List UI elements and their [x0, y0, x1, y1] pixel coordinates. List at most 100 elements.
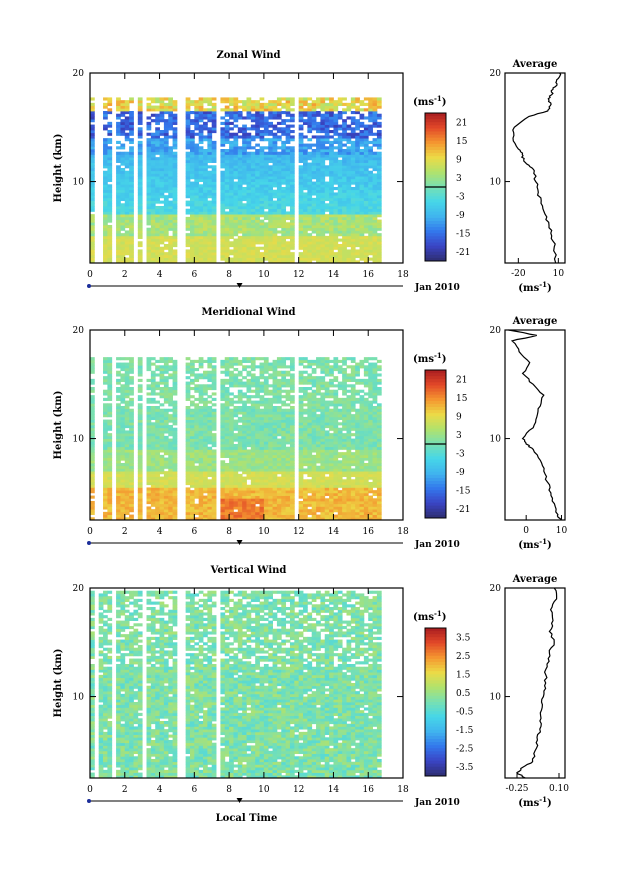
- heatmap-cell: [281, 189, 287, 193]
- heatmap-cell: [185, 503, 191, 507]
- heatmap-cell: [298, 254, 304, 258]
- heatmap-cell: [259, 503, 265, 507]
- heatmap-cell: [263, 154, 269, 158]
- heatmap-cell: [207, 127, 213, 131]
- heatmap-cell: [203, 124, 208, 128]
- heatmap-cell: [259, 397, 265, 401]
- heatmap-cell: [155, 435, 160, 439]
- heatmap-cell: [124, 463, 130, 467]
- heatmap-cell: [255, 435, 260, 439]
- heatmap-cell: [172, 219, 178, 223]
- heatmap-cell: [172, 138, 178, 142]
- heatmap-cell: [242, 411, 247, 415]
- heatmap-cell: [237, 454, 243, 458]
- heatmap-cell: [350, 130, 356, 134]
- heatmap-cell: [224, 132, 230, 136]
- heatmap-cell: [185, 154, 191, 158]
- heatmap-cell: [329, 102, 334, 106]
- heatmap-cell: [194, 387, 200, 391]
- heatmap-cell: [246, 449, 252, 453]
- heatmap-cell: [324, 113, 330, 117]
- heatmap-cell: [163, 214, 169, 218]
- heatmap-cell: [237, 514, 243, 518]
- heatmap-cell: [263, 468, 269, 472]
- heatmap-cell: [207, 238, 213, 242]
- heatmap-cell: [159, 146, 165, 150]
- heatmap-cell: [172, 119, 178, 123]
- heatmap-cell: [342, 108, 347, 112]
- heatmap-cell: [268, 151, 273, 155]
- heatmap-cell: [124, 121, 130, 125]
- heatmap-cell: [107, 365, 113, 369]
- heatmap-cell: [224, 124, 230, 128]
- heatmap-cell: [155, 216, 160, 220]
- heatmap-cell: [172, 181, 178, 185]
- heatmap-cell: [207, 490, 213, 494]
- heatmap-cell: [272, 235, 278, 239]
- heatmap-cell: [137, 457, 143, 461]
- heatmap-cell: [194, 471, 200, 475]
- heatmap-cell: [155, 227, 160, 231]
- heatmap-cell: [255, 119, 260, 123]
- heatmap-cell: [229, 222, 234, 226]
- heatmap-cell: [229, 203, 234, 207]
- heatmap-cell: [146, 457, 152, 461]
- heatmap-cell: [372, 173, 378, 177]
- colorbar-band: [425, 248, 446, 253]
- heatmap-cell: [150, 216, 156, 220]
- heatmap-cell: [237, 435, 243, 439]
- heatmap-cell: [103, 463, 108, 467]
- heatmap-cell: [263, 181, 269, 185]
- heatmap-cell: [207, 214, 213, 218]
- heatmap-cell: [255, 365, 260, 369]
- heatmap-cell: [289, 254, 295, 258]
- heatmap-cell: [129, 403, 134, 407]
- heatmap-cell: [198, 482, 204, 486]
- heatmap-cell: [272, 116, 278, 120]
- heatmap-cell: [255, 233, 260, 237]
- heatmap-cell: [90, 252, 95, 256]
- heatmap-cell: [124, 187, 130, 191]
- heatmap-cell: [211, 457, 217, 461]
- heatmap-cell: [263, 465, 269, 469]
- heatmap-cell: [303, 246, 308, 250]
- heatmap-cell: [203, 235, 208, 239]
- heatmap-cell: [103, 482, 108, 486]
- heatmap-cell: [255, 449, 260, 453]
- heatmap-cell: [168, 257, 173, 261]
- heatmap-cell: [198, 509, 204, 513]
- heatmap-cell: [207, 422, 213, 426]
- heatmap-cell: [220, 157, 226, 161]
- heatmap-cell: [372, 97, 378, 101]
- heatmap-cell: [129, 514, 134, 518]
- heatmap-cell: [116, 509, 121, 513]
- heatmap-cell: [224, 395, 230, 399]
- heatmap-cell: [159, 143, 165, 147]
- heatmap-cell: [116, 151, 121, 155]
- heatmap-cell: [155, 501, 160, 505]
- heatmap-cell: [303, 181, 308, 185]
- heatmap-cell: [303, 222, 308, 226]
- heatmap-cell: [329, 165, 334, 169]
- heatmap-cell: [337, 238, 343, 242]
- x-tick-label: 6: [191, 270, 197, 280]
- heatmap: [90, 357, 382, 521]
- heatmap-cell: [129, 219, 134, 223]
- heatmap-cell: [268, 124, 273, 128]
- heatmap-cell: [220, 197, 226, 201]
- heatmap-cell: [233, 197, 239, 201]
- heatmap-cell: [346, 233, 352, 237]
- heatmap-cell: [207, 517, 213, 521]
- heatmap-cell: [368, 181, 373, 185]
- heatmap-cell: [137, 403, 143, 407]
- heatmap-cell: [272, 124, 278, 128]
- heatmap-cell: [250, 433, 256, 437]
- heatmap-cell: [255, 384, 260, 388]
- heatmap-cell: [255, 395, 260, 399]
- heatmap-cell: [250, 100, 256, 104]
- heatmap-cell: [224, 235, 230, 239]
- heatmap-cell: [203, 422, 208, 426]
- heatmap-cell: [185, 225, 191, 229]
- heatmap-cell: [129, 189, 134, 193]
- heatmap-cell: [124, 195, 130, 199]
